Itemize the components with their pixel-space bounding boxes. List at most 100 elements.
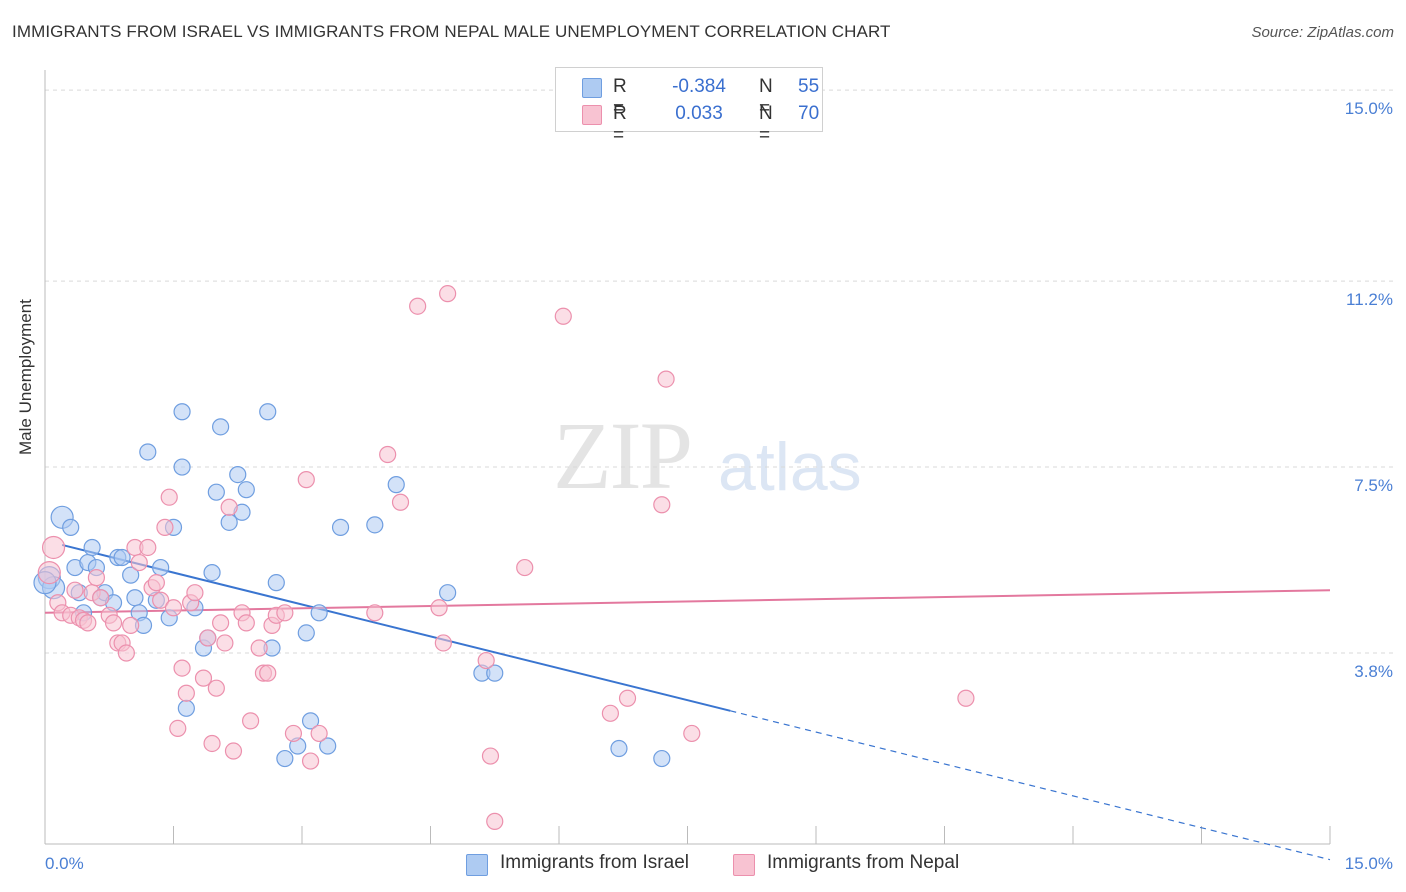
source-label: Source: ZipAtlas.com bbox=[1251, 24, 1394, 41]
nepal-point bbox=[156, 518, 174, 536]
nepal-point bbox=[430, 599, 448, 617]
legend-swatch-israel bbox=[582, 78, 602, 98]
nepal-point bbox=[250, 639, 268, 657]
nepal-point bbox=[87, 569, 106, 587]
nepal-point bbox=[366, 604, 384, 622]
y-axis-label: Male Unemployment bbox=[16, 299, 35, 455]
nepal-trend-line bbox=[44, 589, 1331, 614]
legend-n-value: 70 bbox=[798, 103, 820, 124]
nepal-point bbox=[224, 742, 243, 760]
nepal-point bbox=[164, 599, 183, 617]
watermark-zip: ZIP bbox=[553, 402, 693, 509]
nepal-point bbox=[276, 604, 294, 622]
nepal-point bbox=[657, 370, 675, 388]
israel-point bbox=[113, 548, 131, 567]
israel-point bbox=[203, 563, 221, 582]
nepal-point bbox=[284, 724, 303, 743]
nepal-point bbox=[173, 659, 191, 677]
tick-labels: 3.8% 7.5% 11.2% 15.0% 0.0% 15.0% bbox=[45, 99, 1393, 873]
series-swatch-israel bbox=[466, 854, 488, 876]
nepal-point bbox=[683, 724, 701, 743]
nepal-point bbox=[618, 689, 637, 707]
israel-point bbox=[653, 749, 671, 768]
nepal-point bbox=[486, 812, 504, 830]
nepal-point bbox=[481, 747, 500, 765]
israel-point bbox=[267, 574, 285, 592]
nepal-point bbox=[104, 614, 123, 632]
legend-swatch-nepal bbox=[582, 105, 602, 125]
nepal-point bbox=[186, 584, 204, 602]
israel-point bbox=[229, 465, 247, 484]
israel-point bbox=[152, 558, 170, 577]
israel-point bbox=[62, 518, 80, 536]
nepal-point bbox=[391, 493, 410, 511]
nepal-point bbox=[434, 634, 452, 652]
nepal-point bbox=[297, 471, 315, 489]
nepal-point bbox=[601, 704, 620, 722]
trend-lines bbox=[44, 543, 1331, 861]
nepal-point bbox=[160, 488, 178, 506]
nepal-point bbox=[957, 689, 975, 707]
israel-point bbox=[387, 476, 405, 494]
nepal-point bbox=[379, 445, 397, 464]
legend-n-value: 55 bbox=[798, 76, 820, 97]
nepal-point bbox=[259, 664, 277, 682]
israel-point bbox=[126, 589, 144, 607]
legend-n-label: N = bbox=[759, 76, 773, 119]
israel-point bbox=[122, 566, 140, 584]
israel-point bbox=[139, 443, 157, 461]
legend-r-value: 0.033 bbox=[675, 103, 723, 124]
nepal-point bbox=[207, 679, 225, 697]
nepal-point bbox=[242, 712, 260, 730]
israel-trend-line bbox=[61, 543, 731, 712]
israel-point bbox=[276, 749, 294, 768]
nepal-point bbox=[220, 498, 238, 516]
y-tick-label: 15.0% bbox=[1345, 99, 1393, 118]
nepal-point bbox=[216, 634, 234, 652]
israel-point bbox=[331, 518, 350, 536]
nepal-point bbox=[194, 669, 213, 687]
israel-point bbox=[301, 712, 320, 730]
nepal-point bbox=[409, 297, 427, 315]
series-label-nepal: Immigrants from Nepal bbox=[767, 852, 960, 873]
grid-lines bbox=[45, 89, 1395, 654]
nepal-point bbox=[301, 752, 320, 770]
nepal-point bbox=[653, 496, 671, 514]
nepal-point bbox=[199, 629, 217, 647]
x-tick-label: 0.0% bbox=[45, 854, 84, 873]
data-points bbox=[33, 285, 975, 830]
israel-point bbox=[319, 737, 337, 755]
nepal-point bbox=[516, 558, 534, 577]
legend-n-label: N = bbox=[759, 103, 773, 146]
nepal-point bbox=[117, 644, 135, 662]
nepal-point bbox=[177, 684, 195, 702]
legend-r-label: R = bbox=[613, 76, 627, 119]
legend-r-value: -0.384 bbox=[672, 76, 726, 97]
nepal-point bbox=[147, 574, 165, 592]
nepal-point bbox=[79, 614, 97, 632]
israel-point bbox=[177, 699, 195, 717]
israel-point bbox=[259, 403, 277, 421]
nepal-point bbox=[122, 616, 140, 634]
nepal-point bbox=[130, 553, 148, 572]
israel-point bbox=[212, 418, 230, 436]
x-tick-label: 15.0% bbox=[1345, 854, 1393, 873]
israel-trend-extension bbox=[730, 710, 1331, 861]
nepal-point bbox=[310, 724, 328, 743]
legend-r-label: R = bbox=[613, 103, 627, 146]
israel-point bbox=[173, 458, 191, 476]
israel-point bbox=[83, 538, 101, 557]
axes bbox=[44, 70, 1331, 845]
y-tick-label: 11.2% bbox=[1346, 290, 1393, 309]
series-label-israel: Immigrants from Israel bbox=[500, 852, 689, 873]
nepal-point bbox=[41, 535, 66, 560]
nepal-point bbox=[92, 589, 110, 607]
israel-point bbox=[610, 739, 628, 758]
nepal-point bbox=[477, 651, 495, 670]
nepal-point bbox=[212, 614, 230, 632]
y-tick-label: 7.5% bbox=[1354, 476, 1393, 495]
nepal-point bbox=[554, 307, 572, 325]
israel-point bbox=[310, 604, 328, 622]
nepal-point bbox=[139, 538, 157, 557]
